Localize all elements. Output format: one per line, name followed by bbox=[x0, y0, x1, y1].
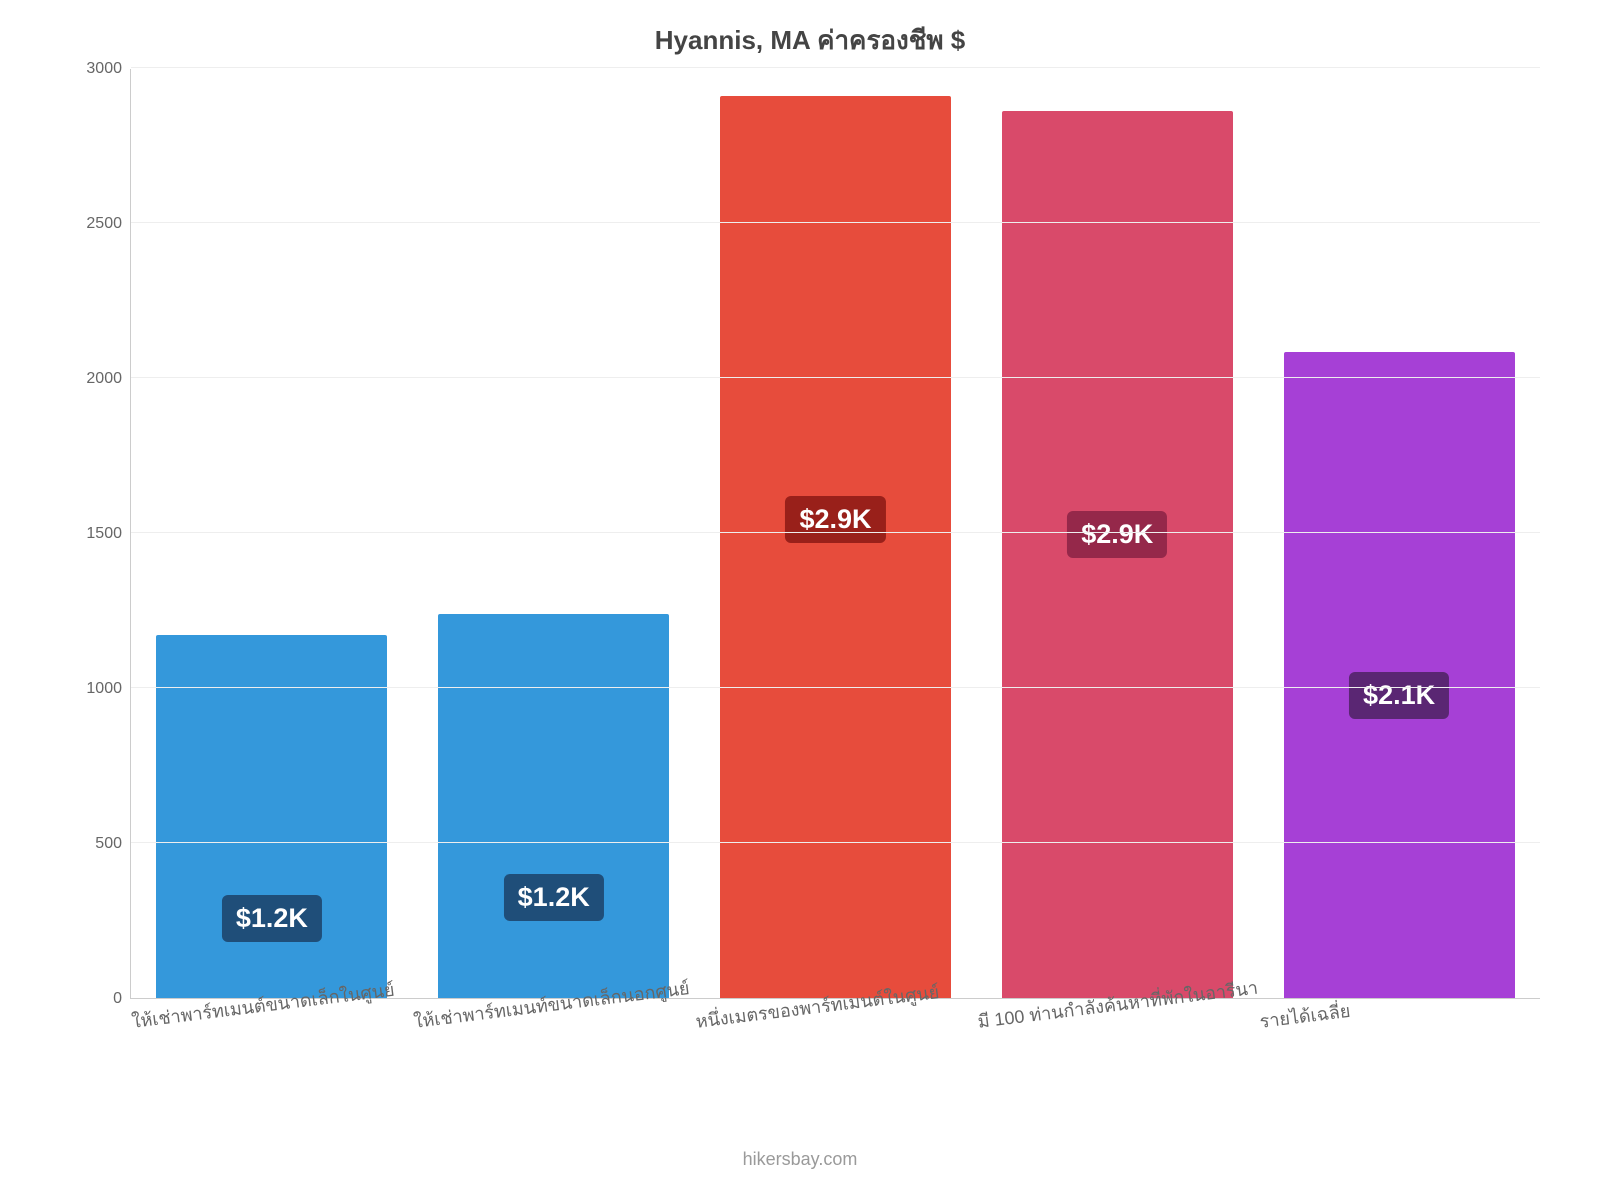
y-tick-label: 500 bbox=[95, 835, 122, 853]
plot-area: 050010001500200025003000 $1.2K$1.2K$2.9K… bbox=[60, 69, 1560, 999]
chart-title: Hyannis, MA ค่าครองชีพ $ bbox=[60, 20, 1560, 61]
bar-value-label: $2.9K bbox=[1067, 511, 1167, 558]
grid-line bbox=[131, 67, 1540, 68]
plot-region: $1.2K $1.2K $2.9K $2.9K $2.1K bbox=[130, 69, 1540, 999]
bar: $1.2K bbox=[156, 635, 387, 998]
y-axis: 050010001500200025003000 bbox=[60, 69, 130, 999]
grid-line bbox=[131, 222, 1540, 223]
grid-line bbox=[131, 532, 1540, 533]
bar-slot: $2.9K bbox=[695, 69, 977, 998]
y-tick-label: 2500 bbox=[86, 215, 122, 233]
x-axis: ให้เช่าพาร์ทเมนต์ขนาดเล็กในศูนย์ให้เช่าพ… bbox=[130, 999, 1540, 1089]
bar-slot: $2.1K bbox=[1258, 69, 1540, 998]
y-tick-label: 2000 bbox=[86, 370, 122, 388]
bar: $2.9K bbox=[720, 96, 951, 998]
cost-of-living-chart: Hyannis, MA ค่าครองชีพ $ 0 500 1000 1500 200… bbox=[60, 20, 1560, 1120]
x-tick-label: รายได้เฉลี่ย bbox=[1258, 996, 1352, 1036]
bar-value-label: $1.2K bbox=[222, 895, 322, 942]
bar-slot: $1.2K bbox=[413, 69, 695, 998]
grid-line bbox=[131, 842, 1540, 843]
bar-value-label: $2.1K bbox=[1349, 672, 1449, 719]
y-tick-label: 1500 bbox=[86, 525, 122, 543]
y-tick-label: 1000 bbox=[86, 680, 122, 698]
bar: $1.2K bbox=[438, 614, 669, 998]
bar: $2.9K bbox=[1002, 111, 1233, 998]
bars-container: $1.2K $1.2K $2.9K $2.9K $2.1K bbox=[131, 69, 1540, 998]
y-tick-label: 3000 bbox=[86, 60, 122, 78]
grid-line bbox=[131, 377, 1540, 378]
bar-slot: $2.9K bbox=[976, 69, 1258, 998]
x-tick-slot: หนึ่งเมตรของพาร์ทเมนต์ในศูนย์ bbox=[694, 999, 976, 1089]
bar-value-label: $2.9K bbox=[785, 496, 885, 543]
x-tick-slot: มี 100 ท่านกำลังค้นหาที่พักในอารีนา bbox=[976, 999, 1258, 1089]
bar: $2.1K bbox=[1284, 352, 1515, 998]
grid-line bbox=[131, 687, 1540, 688]
attribution-text: hikersbay.com bbox=[0, 1149, 1600, 1170]
y-tick-label: 0 bbox=[113, 990, 122, 1008]
x-tick-slot: ให้เช่าพาร์ทเมนท์ขนาดเล็กนอกศูนย์ bbox=[412, 999, 694, 1089]
x-tick-slot: ให้เช่าพาร์ทเมนต์ขนาดเล็กในศูนย์ bbox=[130, 999, 412, 1089]
bar-slot: $1.2K bbox=[131, 69, 413, 998]
bar-value-label: $1.2K bbox=[504, 874, 604, 921]
x-tick-slot: รายได้เฉลี่ย bbox=[1258, 999, 1540, 1089]
